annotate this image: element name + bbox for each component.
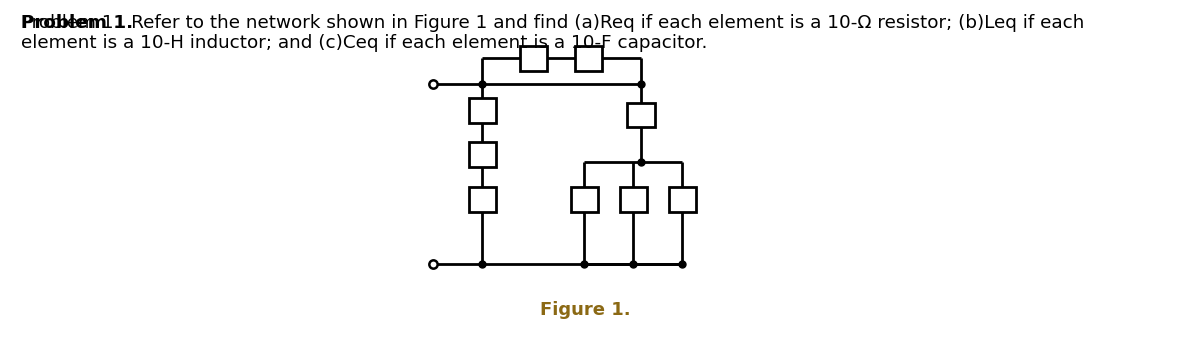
Bar	[628, 103, 655, 127]
Bar	[668, 187, 696, 212]
Bar	[469, 98, 496, 122]
Text: Figure 1.: Figure 1.	[540, 301, 631, 319]
Bar	[619, 187, 647, 212]
Text: Problem 1.: Problem 1.	[22, 13, 133, 32]
Bar	[520, 46, 547, 71]
Bar	[469, 142, 496, 166]
Bar	[571, 187, 598, 212]
Text: Problem 1.  Refer to the network shown in Figure 1 and find (a)Req if each eleme: Problem 1. Refer to the network shown in…	[22, 13, 1085, 52]
Bar	[469, 187, 496, 212]
Bar	[575, 46, 602, 71]
